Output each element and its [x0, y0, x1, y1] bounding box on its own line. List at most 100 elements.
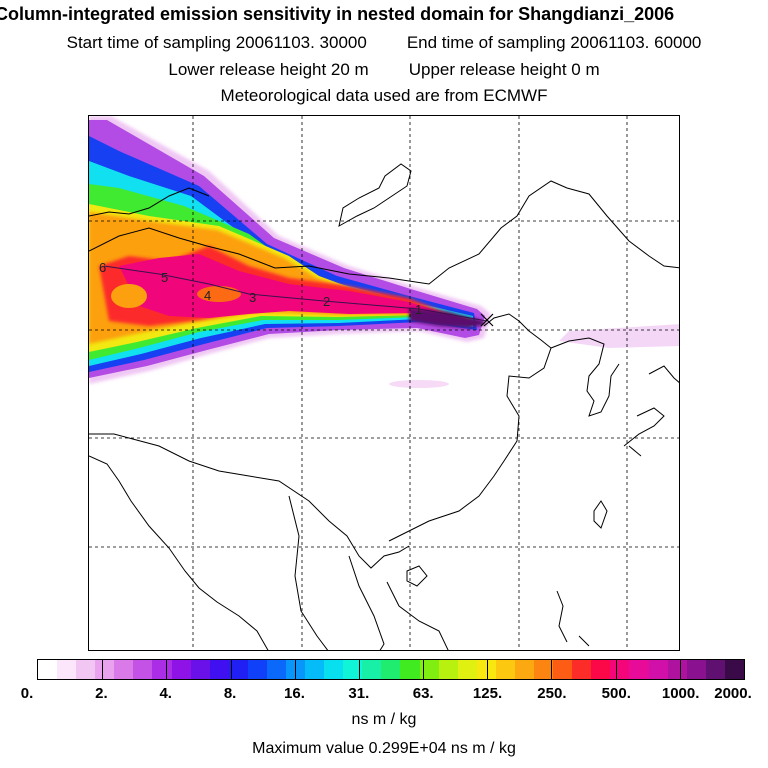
border-india	[89, 455, 269, 650]
color-segment	[610, 660, 630, 679]
color-segment	[381, 660, 401, 679]
color-segment	[209, 660, 229, 679]
color-scale-tick-label: 0.	[20, 685, 34, 702]
units-label: ns m / kg	[351, 711, 417, 728]
plume-patch	[197, 286, 241, 302]
color-segment	[591, 660, 611, 679]
color-segment	[95, 660, 115, 679]
map-panel[interactable]: 6 5 4 3 2 1	[88, 115, 680, 651]
color-segment	[457, 660, 477, 679]
lower-release-label: Lower release height 20 m	[168, 60, 369, 79]
color-segment	[38, 660, 58, 679]
color-segment	[629, 660, 649, 679]
max-value-label: Maximum value 0.299E+04 ns m / kg	[252, 740, 516, 757]
release-heights: Lower release height 20 m Upper release h…	[0, 60, 768, 80]
color-segment	[553, 660, 573, 679]
color-scale-tick-label: 2.	[95, 685, 108, 702]
coastline-korea	[550, 337, 620, 417]
color-scale-tick	[294, 660, 296, 679]
color-scale-tick	[487, 660, 489, 679]
sampling-times: Start time of sampling 20061103. 30000 En…	[0, 33, 768, 53]
color-scale-tick	[230, 660, 232, 679]
color-scale-tick	[679, 660, 681, 679]
color-scale-tick-label: 2000.	[714, 685, 752, 702]
border-mongolia	[89, 180, 679, 285]
color-scale-tick-label: 4.	[159, 685, 172, 702]
color-segment	[190, 660, 210, 679]
coastline-hainan	[406, 565, 428, 587]
contour-label: 4	[204, 288, 211, 303]
x-marker-icon	[480, 313, 494, 327]
map-borders	[89, 163, 679, 650]
color-scale-tick-label: 8.	[223, 685, 237, 702]
color-scale-tick-label: 500.	[601, 685, 631, 702]
faint-plume-east	[559, 324, 679, 348]
border-kazakh	[89, 187, 210, 217]
color-scale-tick	[102, 660, 104, 679]
color-segment	[686, 660, 706, 679]
color-scale-tick	[551, 660, 553, 679]
color-scale-bar	[37, 659, 745, 680]
plume-layer-magenta	[119, 254, 465, 320]
color-segment	[724, 660, 744, 679]
color-segment	[247, 660, 267, 679]
color-segment	[305, 660, 325, 679]
color-segment	[152, 660, 172, 679]
end-time-label: End time of sampling 20061103. 60000	[406, 33, 702, 52]
color-segment	[419, 660, 439, 679]
coastline-japan	[623, 365, 679, 457]
color-segment	[343, 660, 363, 679]
color-segment	[76, 660, 96, 679]
plot-title: Column-integrated emission sensitivity i…	[0, 4, 675, 24]
contour-label: 2	[323, 294, 330, 309]
upper-release-label: Upper release height 0 m	[408, 60, 600, 79]
color-scale-tick-label: 63.	[412, 685, 434, 702]
trajectory: 6 5 4 3 2 1	[99, 260, 488, 322]
coastline-philippines	[556, 590, 590, 647]
plume-patch	[111, 284, 147, 308]
coastline-bohai	[388, 313, 552, 542]
color-segment	[476, 660, 496, 679]
start-time-label: Start time of sampling 20061103. 30000	[66, 33, 367, 52]
color-scale-tick-label: 1000.	[661, 685, 700, 702]
color-segment	[438, 660, 458, 679]
color-segment	[57, 660, 77, 679]
color-segment	[266, 660, 287, 679]
color-scale-tick-label: 250.	[537, 685, 567, 702]
map-canvas: 6 5 4 3 2 1	[89, 116, 679, 650]
color-segment	[667, 660, 687, 679]
color-segment	[133, 660, 153, 679]
color-segment	[705, 660, 725, 679]
color-scale-tick	[423, 660, 425, 679]
border-south	[89, 433, 410, 569]
faint-plume-south	[389, 380, 449, 388]
color-segment	[514, 660, 535, 679]
color-segment	[324, 660, 344, 679]
contour-label: 3	[249, 290, 256, 305]
color-segment	[171, 660, 191, 679]
color-segment	[400, 660, 420, 679]
trajectory-line	[103, 265, 488, 322]
color-segment	[534, 660, 554, 679]
border-seasia	[288, 495, 449, 650]
emission-plume	[89, 116, 679, 388]
color-scale-tick	[166, 660, 168, 679]
color-segment	[648, 660, 668, 679]
color-scale-tick	[615, 660, 617, 679]
color-segment	[228, 660, 248, 679]
coastline-north	[338, 163, 412, 227]
contour-label: 5	[161, 270, 168, 285]
color-scale-tick	[358, 660, 360, 679]
color-scale-tick-label: 31.	[348, 685, 370, 702]
color-scale-tick-label: 125.	[472, 685, 503, 702]
contour-label: 1	[415, 302, 422, 317]
color-scale-tick-label: 16.	[284, 685, 305, 702]
color-segment	[572, 660, 592, 679]
color-segment	[362, 660, 382, 679]
lat-lon-grid	[89, 116, 679, 650]
met-data-label: Meteorological data used are from ECMWF	[220, 86, 548, 105]
color-segment	[495, 660, 515, 679]
contour-label: 6	[99, 260, 106, 275]
color-segment	[114, 660, 134, 679]
coastline-taiwan	[593, 500, 608, 529]
